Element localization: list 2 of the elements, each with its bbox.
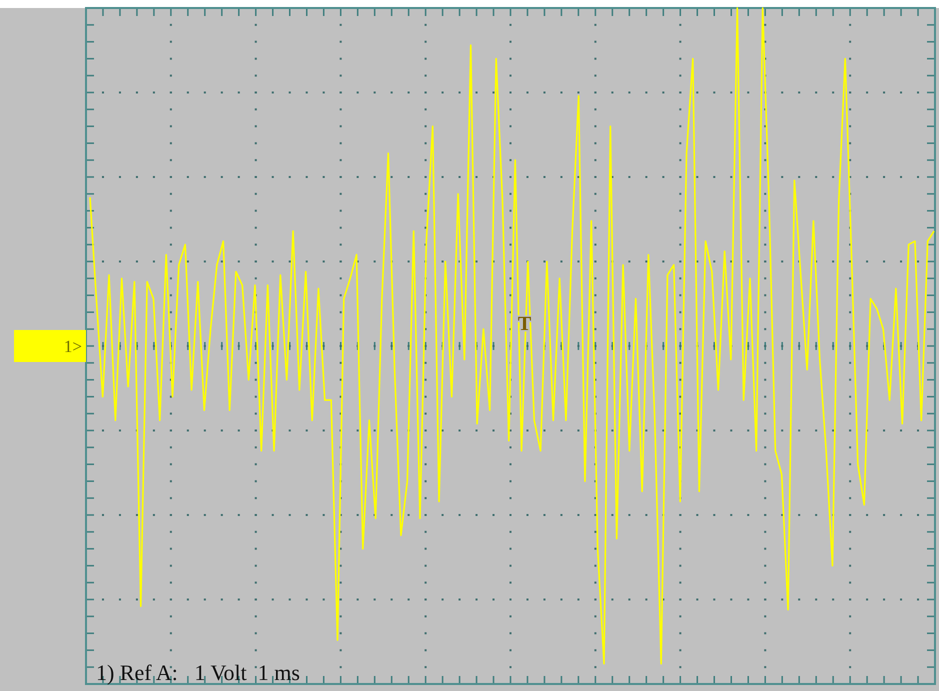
text: 1>: [64, 337, 82, 356]
annotation: 1) Ref A: 1 Volt 1 ms: [96, 660, 300, 685]
